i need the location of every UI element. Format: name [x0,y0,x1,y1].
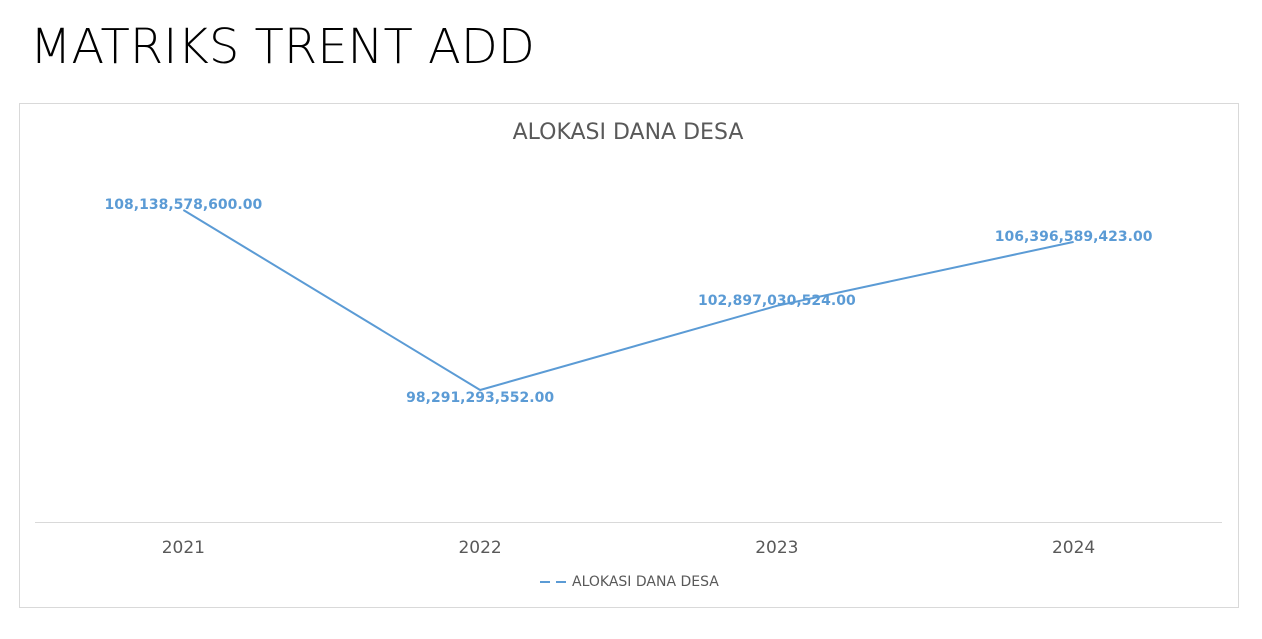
x-tick-label: 2021 [162,538,205,558]
data-label: 98,291,293,552.00 [406,390,554,406]
slide-title: MATRIKS TRENT ADD [30,19,535,75]
x-tick-label: 2024 [1052,538,1095,558]
line [182,209,1074,392]
legend-label: ALOKASI DANA DESA [572,574,719,590]
data-label: 108,138,578,600.00 [105,197,263,213]
chart-title: ALOKASI DANA DESA [513,120,744,145]
x-tick-label: 2023 [755,538,798,558]
x-tick-label: 2022 [458,538,501,558]
data-label: 106,396,589,423.00 [995,229,1153,245]
chart-frame [19,103,1239,608]
data-label: 102,897,030,524.00 [698,293,856,309]
